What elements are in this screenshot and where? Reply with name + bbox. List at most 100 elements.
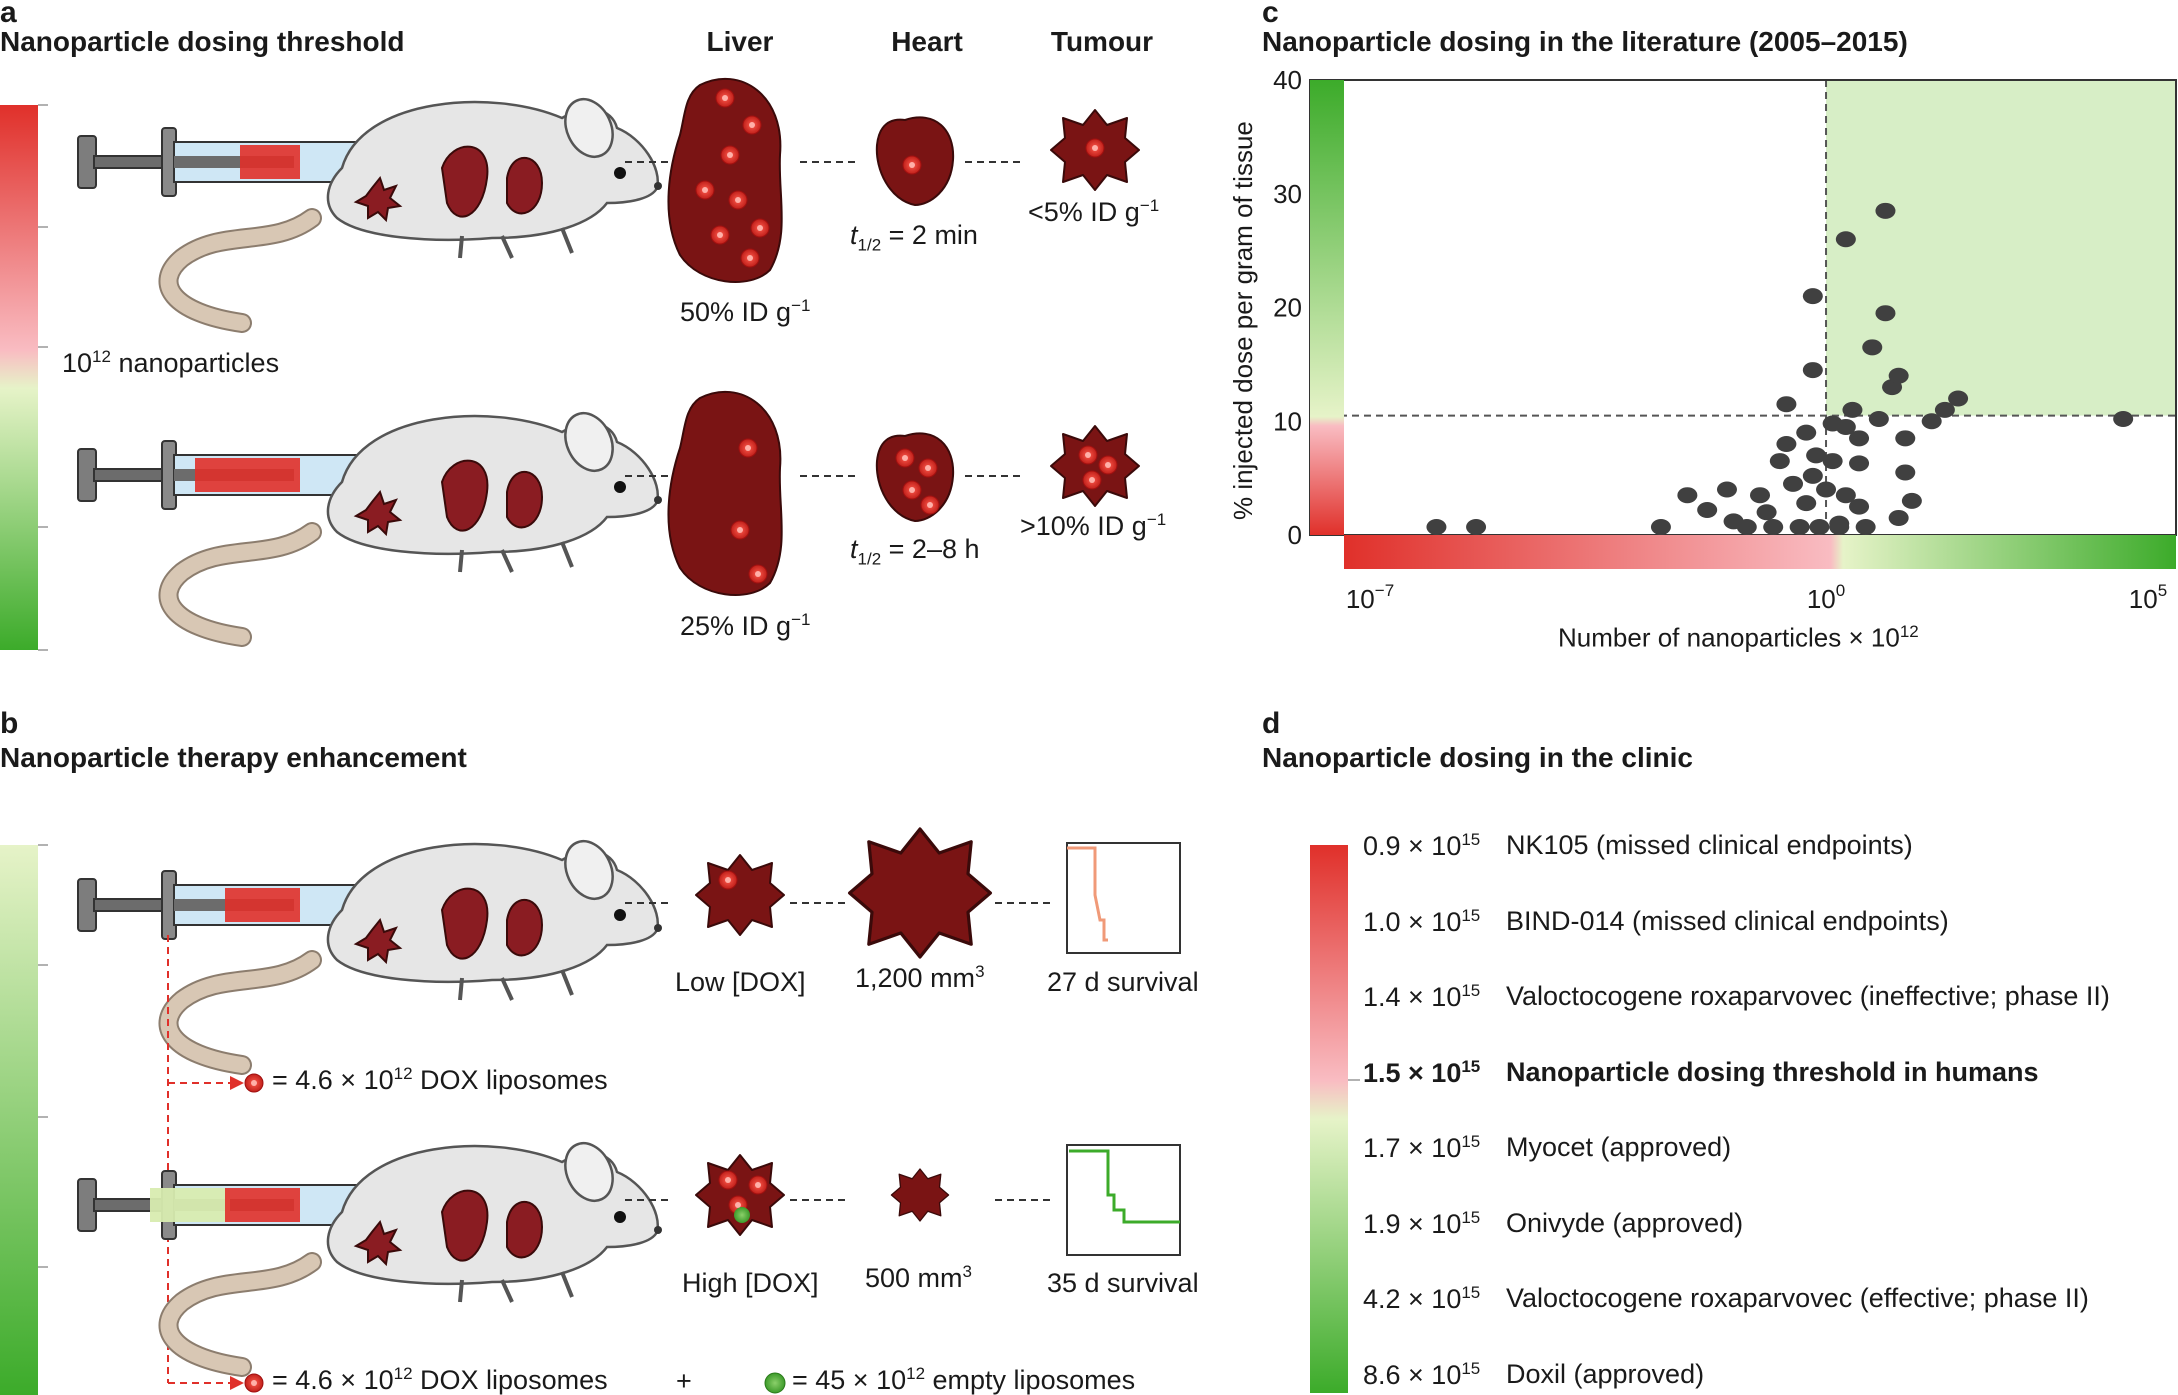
heart-halflife-2: t1/2 = 2–8 h [850,534,980,569]
clinic-dose-value: 1.7 × 1015 [1363,1132,1481,1163]
tumour-volume-2: 500 mm3 [865,1262,973,1293]
data-point [1829,519,1850,535]
organ-heading-liver: Liver [706,26,774,57]
survival-plot-low [1066,842,1181,954]
survival-plot-high [1066,1144,1181,1256]
dox-level-high: High [DOX] [682,1268,819,1298]
scatter-chart: 0 10 20 30 40 10−7 100 105 [1273,65,2177,614]
plus-sign: + [676,1366,692,1395]
data-point [1802,288,1823,305]
data-point [1875,305,1896,322]
data-point [1948,390,1969,407]
panel-letter: a [0,0,17,29]
dox-level-low: Low [DOX] [675,967,806,997]
organ-heading-tumour: Tumour [1050,26,1154,57]
data-point [1822,453,1843,470]
tumour-icon [1050,425,1140,507]
data-point [1842,401,1863,418]
tumour-icon [695,1154,785,1236]
data-point [1650,519,1671,535]
data-point [1426,519,1447,535]
panel-title: Nanoparticle therapy enhancement [0,742,467,773]
y-tick-label: 10 [1273,406,1302,436]
mouse-icon [169,92,663,323]
data-point [1677,487,1698,504]
empty-liposome-legend: = 45 × 1012 empty liposomes [792,1364,1136,1395]
data-point [1716,481,1737,498]
data-point [1750,487,1770,504]
liver-icon [667,77,783,283]
data-point [1888,509,1909,526]
mouse-icon [169,834,663,1065]
clinic-dose-label: Onivyde (approved) [1506,1207,1744,1238]
data-point [1835,487,1856,504]
heart-halflife-1: t1/2 = 2 min [850,220,978,255]
data-point [1888,367,1909,384]
data-point [1763,519,1784,535]
data-point [1776,396,1797,413]
dose-label: 1012 nanoparticles [62,347,280,378]
panel-b-colorbar [0,845,38,1395]
data-point [1697,501,1718,518]
liposome-legend-1: = 4.6 × 1012 DOX liposomes [272,1064,608,1095]
data-point [1802,362,1823,379]
clinic-dose-value: 1.0 × 1015 [1363,905,1481,937]
x-axis-colorbar [1344,535,2176,569]
panel-title: Nanoparticle dosing in the clinic [1262,742,1693,773]
data-point [1921,413,1942,430]
liposome-legend-2: = 4.6 × 1012 DOX liposomes [272,1364,608,1395]
survival-label-1: 27 d survival [1047,967,1199,997]
data-point [1895,430,1916,447]
large-tumour-icon [847,827,993,959]
y-axis-colorbar [1310,80,1344,535]
data-point [2113,410,2134,427]
x-tick-label: 10−7 [1346,581,1394,614]
empty-liposome-icon [764,1372,786,1394]
liver-uptake-2: 25% ID g−1 [680,610,811,641]
data-point [1756,504,1777,521]
data-point [1789,519,1810,535]
panel-letter: b [0,707,19,740]
data-point [1934,401,1955,418]
data-point [1466,519,1487,535]
clinic-dose-value: 8.6 × 1015 [1363,1358,1481,1390]
mouse-icon [169,406,663,637]
data-point [1796,495,1817,512]
clinic-dose-value: 0.9 × 1015 [1363,830,1481,861]
clinic-dose-label: Myocet (approved) [1506,1132,1732,1162]
liver-uptake-1: 50% ID g−1 [680,296,811,327]
data-point [1816,481,1837,498]
data-point [1736,519,1757,535]
chart-title: Nanoparticle dosing in the literature (2… [1262,26,1908,57]
data-point [1769,453,1790,470]
liver-icon [667,390,783,596]
clinic-dose-value: 1.9 × 1015 [1363,1207,1481,1239]
x-tick-label: 100 [1807,581,1845,614]
panel-title: Nanoparticle dosing threshold [0,26,405,57]
clinic-dose-label: NK105 (missed clinical endpoints) [1506,830,1913,860]
tumour-uptake-2: >10% ID g−1 [1020,510,1167,541]
data-point [1835,418,1856,435]
data-point [1868,410,1889,427]
y-tick-label: 0 [1288,520,1302,550]
y-tick-label: 20 [1273,293,1302,323]
data-point [1796,424,1817,441]
data-point [1849,498,1870,515]
chart-y-axis-label: % injected dose per gram of tissue [1228,121,1258,520]
tumour-icon [695,854,785,936]
clinic-dose-value: 1.4 × 1015 [1363,981,1481,1012]
panel-d-colorbar [1310,845,1348,1393]
panel-letter: c [1262,0,1279,29]
survival-label-2: 35 d survival [1047,1268,1199,1298]
data-point [1849,430,1870,447]
clinic-dose-label: Valoctocogene roxaparvovec (ineffective;… [1506,981,2110,1011]
tumour-volume-1: 1,200 mm3 [855,962,985,993]
data-point [1875,202,1896,219]
y-tick-label: 40 [1273,65,1302,95]
small-tumour-icon [890,1168,950,1222]
data-point [1776,436,1797,452]
clinic-dose-label: Nanoparticle dosing threshold in humans [1506,1056,2039,1087]
chart-x-axis-label: Number of nanoparticles × 1012 [1558,622,1919,653]
